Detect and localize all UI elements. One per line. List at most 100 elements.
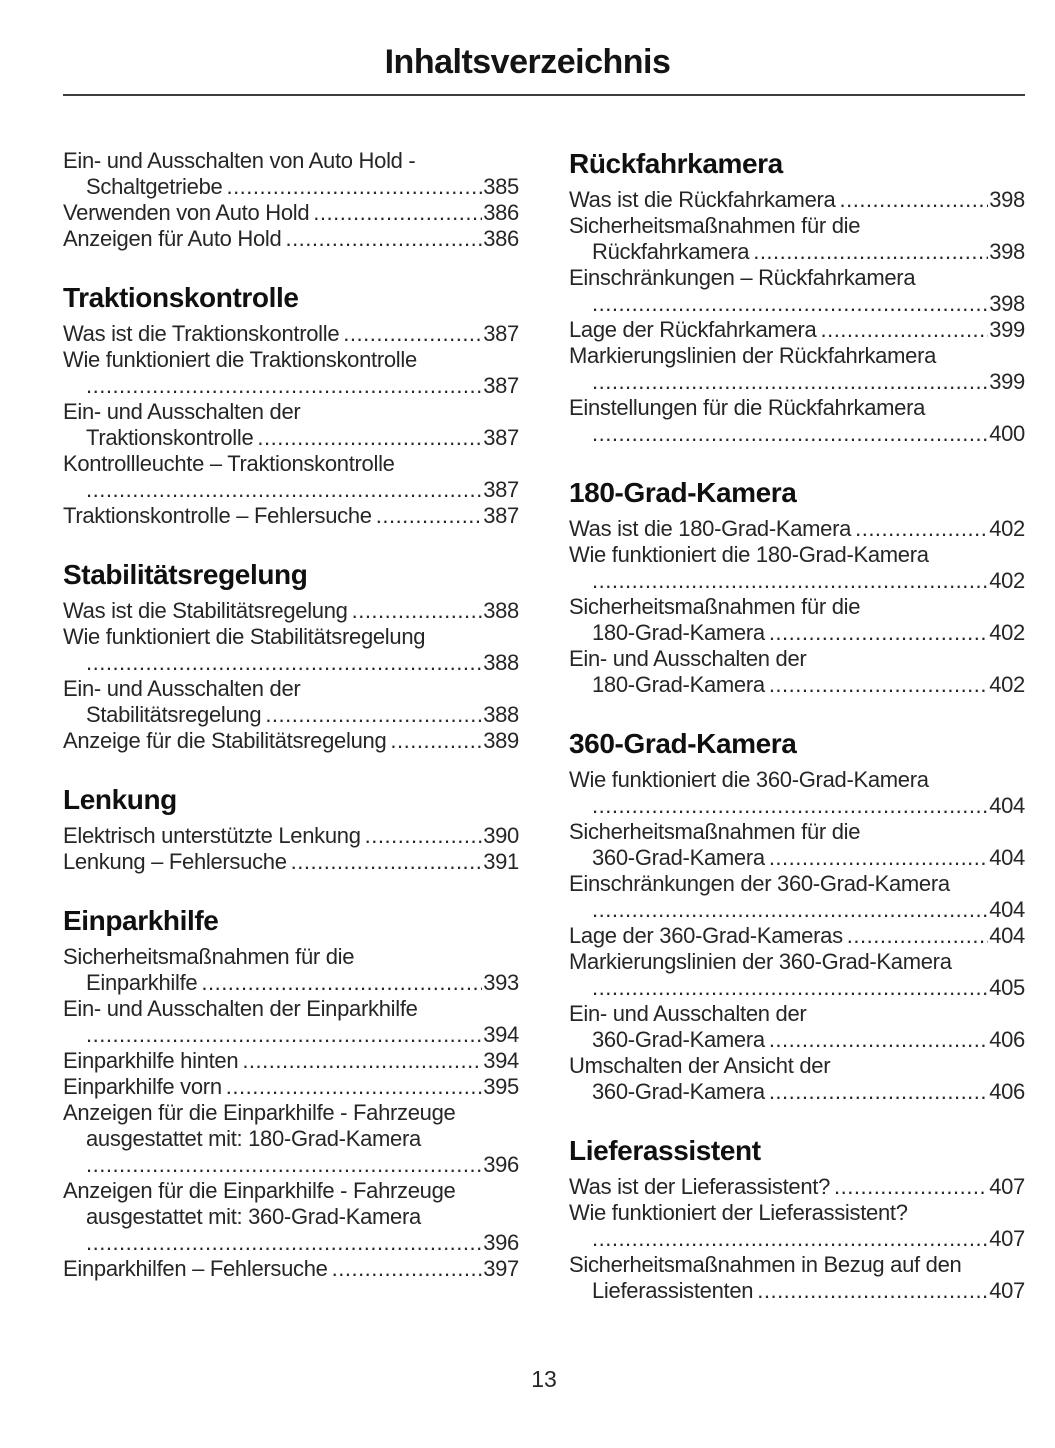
entry-line: ausgestattet mit: 180-Grad-Kamera — [63, 1126, 519, 1152]
entry-text: Wie funktioniert die 180-Grad-Kamera — [569, 542, 929, 567]
entry-line: Einschränkungen der 360-Grad-Kamera — [569, 871, 1025, 897]
entry-page-number: 390 — [483, 823, 519, 848]
entry-page-number: 387 — [483, 373, 519, 398]
toc-entry: Sicherheitsmaßnahmen für die 360-Grad-Kam… — [569, 819, 1025, 871]
entry-text: 360-Grad-Kamera — [592, 845, 765, 870]
entry-line: Wie funktioniert die Stabilitätsregelung — [63, 624, 519, 650]
entry-line: Was ist die Rückfahrkamera 398 — [569, 187, 1025, 213]
dot-leader — [592, 369, 988, 395]
toc-entry: Markierungslinien der 360-Grad-Kamera 405 — [569, 949, 1025, 1001]
entry-line: Anzeige für die Stabilitätsregelung 389 — [63, 728, 519, 754]
entry-page-number: 388 — [483, 598, 519, 623]
dot-leader — [592, 897, 988, 923]
toc-entry: Traktionskontrolle – Fehlersuche 387 — [63, 503, 519, 529]
dot-leader — [592, 975, 988, 1001]
toc-entry: Einparkhilfen – Fehlersuche 397 — [63, 1256, 519, 1282]
entry-text: Elektrisch unterstützte Lenkung — [63, 823, 361, 848]
entry-page-number: 395 — [483, 1074, 519, 1099]
entry-text: 180-Grad-Kamera — [592, 672, 765, 697]
entry-page-number: 404 — [989, 897, 1025, 922]
entry-text: Kontrollleuchte – Traktionskontrolle — [63, 451, 395, 476]
dot-leader — [769, 845, 988, 871]
entry-line: Einparkhilfe vorn 395 — [63, 1074, 519, 1100]
entry-line: Wie funktioniert die Traktionskontrolle — [63, 347, 519, 373]
entry-page-number: 385 — [483, 174, 519, 199]
toc-entry: Was ist die Traktionskontrolle 387 — [63, 321, 519, 347]
entry-line: Einschränkungen – Rückfahrkamera — [569, 265, 1025, 291]
toc-entry: Einparkhilfe vorn 395 — [63, 1074, 519, 1100]
toc-entry: Umschalten der Ansicht der 360-Grad-Kamer… — [569, 1053, 1025, 1105]
entry-text: Markierungslinien der Rückfahrkamera — [569, 343, 937, 368]
toc-entry: Ein- und Ausschalten von Auto Hold - Scha… — [63, 148, 519, 200]
toc-entry: Was ist die 180-Grad-Kamera 402 — [569, 516, 1025, 542]
entry-text: Ein- und Ausschalten der Einparkhilfe — [63, 996, 418, 1021]
entry-line: Ein- und Ausschalten der — [63, 676, 519, 702]
entry-text: Was ist die Rückfahrkamera — [569, 187, 836, 212]
entry-line: Sicherheitsmaßnahmen für die — [569, 594, 1025, 620]
entry-line: Traktionskontrolle 387 — [63, 425, 519, 451]
dot-leader — [332, 1256, 483, 1282]
toc-entry: Sicherheitsmaßnahmen für die 180-Grad-Kam… — [569, 594, 1025, 646]
entry-line: Anzeigen für die Einparkhilfe - Fahrzeug… — [63, 1178, 519, 1204]
dot-leader — [343, 321, 482, 347]
toc-section: Traktionskontrolle Was ist die Traktionsk… — [63, 282, 519, 529]
section-heading: Traktionskontrolle — [63, 282, 299, 313]
entry-line: 402 — [569, 568, 1025, 594]
dot-leader — [592, 793, 988, 819]
dot-leader — [769, 672, 988, 698]
entry-page-number: 388 — [483, 702, 519, 727]
dot-leader — [242, 1048, 482, 1074]
entry-line: Elektrisch unterstützte Lenkung 390 — [63, 823, 519, 849]
toc-entry: Anzeige für die Stabilitätsregelung 389 — [63, 728, 519, 754]
entry-text: Einparkhilfe — [86, 970, 198, 995]
dot-leader — [855, 516, 988, 542]
entry-line: Was ist die 180-Grad-Kamera 402 — [569, 516, 1025, 542]
entry-page-number: 407 — [989, 1174, 1025, 1199]
toc-entry: Was ist die Stabilitätsregelung 388 — [63, 598, 519, 624]
entry-line: 404 — [569, 793, 1025, 819]
toc-entry: Ein- und Ausschalten der Stabilitätsregel… — [63, 676, 519, 728]
entry-page-number: 388 — [483, 650, 519, 675]
entry-line: Rückfahrkamera 398 — [569, 239, 1025, 265]
entry-text: Rückfahrkamera — [592, 239, 750, 264]
toc-entry: Verwenden von Auto Hold 386 — [63, 200, 519, 226]
entry-line: Wie funktioniert die 360-Grad-Kamera — [569, 767, 1025, 793]
entry-text: Was ist der Lieferassistent? — [569, 1174, 831, 1199]
dot-leader — [86, 1230, 482, 1256]
entry-line: Lage der 360-Grad-Kameras 404 — [569, 923, 1025, 949]
entry-page-number: 402 — [989, 516, 1025, 541]
toc-entry: Ein- und Ausschalten der Einparkhilfe 394 — [63, 996, 519, 1048]
entry-text: Sicherheitsmaßnahmen für die — [63, 944, 355, 969]
toc-section: Einparkhilfe Sicherheitsmaßnahmen für die… — [63, 905, 519, 1282]
entry-text: Sicherheitsmaßnahmen für die — [569, 594, 861, 619]
dot-leader — [86, 650, 482, 676]
entry-page-number: 399 — [989, 317, 1025, 342]
dot-leader — [86, 1022, 482, 1048]
entry-text: Sicherheitsmaßnahmen für die — [569, 819, 861, 844]
toc-section: 360-Grad-Kamera Wie funktioniert die 360-… — [569, 728, 1025, 1105]
entry-line: 360-Grad-Kamera 406 — [569, 1027, 1025, 1053]
entry-text: Umschalten der Ansicht der — [569, 1053, 831, 1078]
entry-text: Lenkung – Fehlersuche — [63, 849, 287, 874]
entry-text: Anzeigen für die Einparkhilfe - Fahrzeug… — [63, 1178, 456, 1203]
entry-line: Markierungslinien der Rückfahrkamera — [569, 343, 1025, 369]
toc-entry: Wie funktioniert die 180-Grad-Kamera 402 — [569, 542, 1025, 594]
entry-page-number: 407 — [989, 1226, 1025, 1251]
entry-text: Einstellungen für die Rückfahrkamera — [569, 395, 926, 420]
dot-leader — [86, 477, 482, 503]
dot-leader — [291, 849, 483, 875]
toc-entry: Einschränkungen – Rückfahrkamera 398 — [569, 265, 1025, 317]
entry-line: 405 — [569, 975, 1025, 1001]
toc-section: Rückfahrkamera Was ist die Rückfahrkamera… — [569, 148, 1025, 447]
entry-text: Sicherheitsmaßnahmen in Bezug auf den — [569, 1252, 962, 1277]
entry-text: ausgestattet mit: 360-Grad-Kamera — [86, 1204, 421, 1229]
dot-leader — [769, 1027, 988, 1053]
toc-entry: Einschränkungen der 360-Grad-Kamera 404 — [569, 871, 1025, 923]
entry-line: 360-Grad-Kamera 406 — [569, 1079, 1025, 1105]
dot-leader — [365, 823, 483, 849]
entry-line: Lage der Rückfahrkamera 399 — [569, 317, 1025, 343]
entry-line: ausgestattet mit: 360-Grad-Kamera — [63, 1204, 519, 1230]
entry-line: 407 — [569, 1226, 1025, 1252]
toc-entry: Anzeigen für die Einparkhilfe - Fahrzeug… — [63, 1178, 519, 1256]
